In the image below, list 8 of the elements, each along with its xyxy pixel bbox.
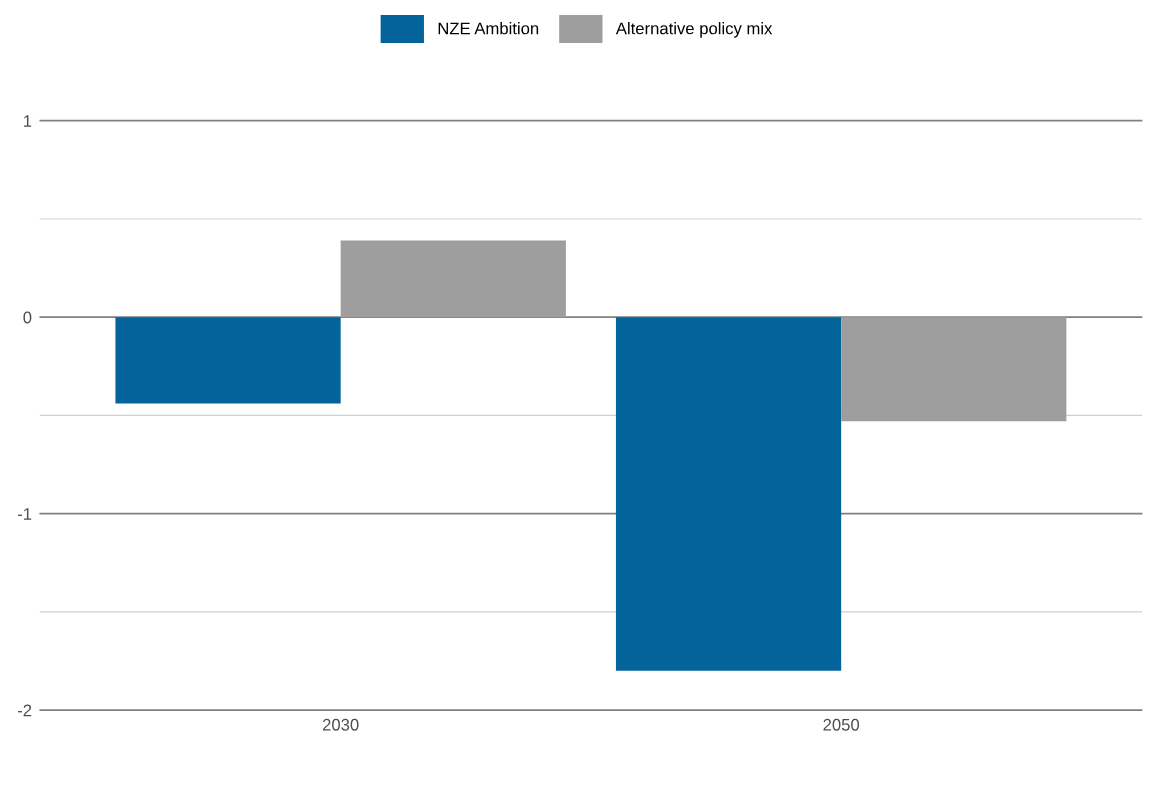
x-tick-label: 2030 — [322, 718, 359, 731]
legend-label: Alternative policy mix — [615, 22, 773, 38]
y-tick-label: -1 — [17, 508, 32, 520]
y-tick-label: 0 — [23, 311, 32, 324]
legend-label: NZE Ambition — [438, 22, 539, 35]
y-tick-label: -2 — [17, 704, 32, 717]
x-tick-label: 2050 — [823, 718, 860, 731]
y-tick-label: 1 — [24, 115, 32, 127]
